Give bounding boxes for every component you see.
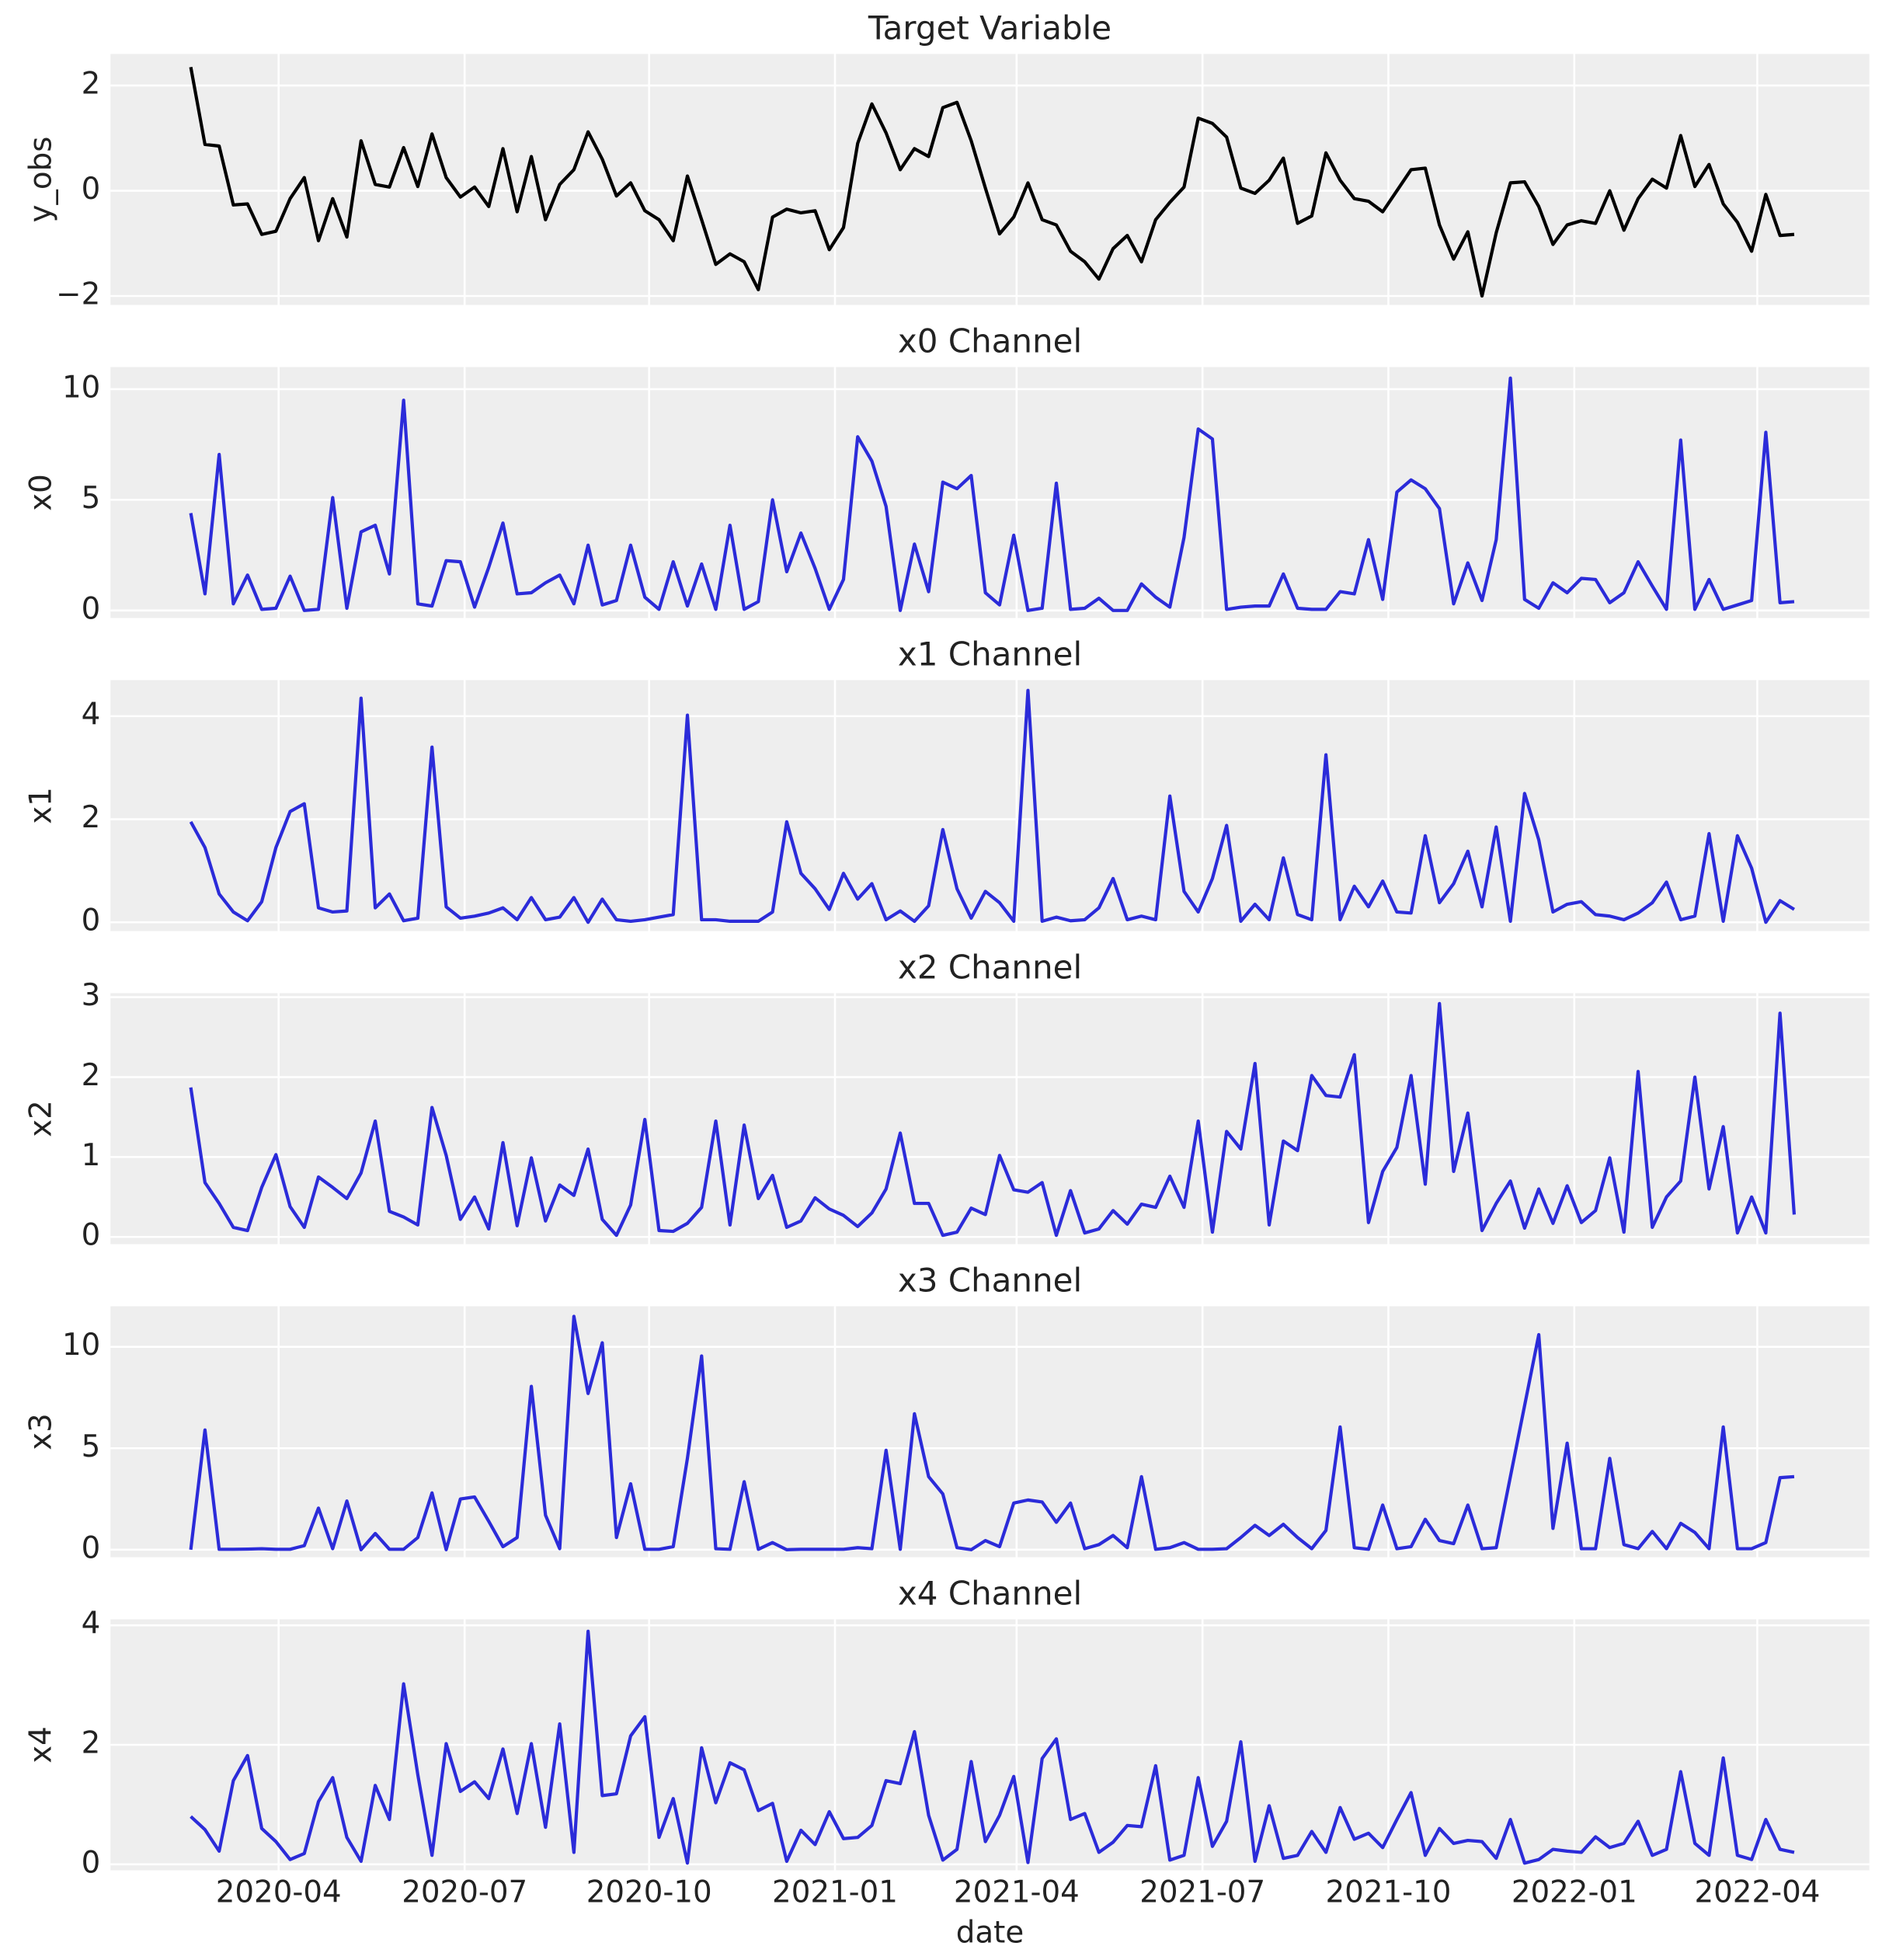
plot-background (110, 993, 1870, 1245)
data-line (189, 1314, 1795, 1551)
y-tick-label: 10 (62, 370, 100, 405)
y-tick-label: 2 (82, 67, 101, 102)
y-axis-label: x4 (23, 1726, 58, 1763)
data-line (189, 67, 1795, 298)
y-axis-label: x0 (23, 474, 58, 511)
x-tick-label: 2022-04 (1695, 1875, 1821, 1910)
y-axis-label: y_obs (23, 137, 58, 223)
x-tick-label: 2020-07 (402, 1875, 527, 1910)
y-tick-label: 2 (82, 800, 101, 835)
y-tick-label: −2 (56, 277, 100, 312)
plot-background (110, 54, 1870, 305)
y-tick-label: 4 (82, 697, 101, 732)
x-tick-label: 2021-04 (954, 1875, 1080, 1910)
y-tick-label: 2 (82, 1725, 101, 1760)
y-tick-label: 4 (82, 1607, 101, 1641)
y-tick-label: 0 (82, 903, 101, 938)
plot-background (110, 680, 1870, 931)
subplot-title: x1 Channel (898, 635, 1082, 673)
x-axis-label: date (956, 1915, 1024, 1950)
subplot-title: x4 Channel (898, 1574, 1082, 1612)
y-tick-label: 0 (82, 1218, 101, 1253)
y-tick-label: 10 (62, 1328, 100, 1363)
data-line (189, 1001, 1797, 1238)
data-line (190, 1629, 1795, 1865)
y-axis-label: x1 (23, 787, 58, 824)
y-axis-label: x2 (23, 1100, 58, 1137)
y-tick-label: 5 (82, 481, 101, 516)
plot-background (110, 1306, 1870, 1558)
data-line (189, 688, 1796, 924)
plot-background (110, 367, 1870, 618)
data-line (189, 376, 1795, 612)
y-tick-label: 2 (82, 1058, 101, 1093)
y-tick-label: 0 (82, 1530, 101, 1565)
x-tick-label: 2021-07 (1139, 1875, 1265, 1910)
subplot-title: x0 Channel (898, 322, 1082, 360)
subplot-title: x2 Channel (898, 948, 1082, 986)
x-tick-label: 2020-04 (216, 1875, 342, 1910)
x-tick-label: 2022-01 (1512, 1875, 1637, 1910)
x-tick-label: 2020-10 (586, 1875, 712, 1910)
y-tick-label: 0 (82, 591, 101, 626)
x-tick-label: 2021-01 (772, 1875, 898, 1910)
y-tick-label: 1 (82, 1138, 101, 1173)
y-axis-label: x3 (23, 1413, 58, 1450)
subplot-title: x3 Channel (898, 1261, 1082, 1299)
y-tick-label: 0 (82, 172, 101, 207)
y-tick-label: 0 (82, 1845, 101, 1880)
subplot-title: Target Variable (868, 9, 1111, 47)
y-tick-label: 3 (82, 978, 101, 1013)
y-tick-label: 5 (82, 1429, 101, 1464)
x-tick-label: 2021-10 (1326, 1875, 1452, 1910)
